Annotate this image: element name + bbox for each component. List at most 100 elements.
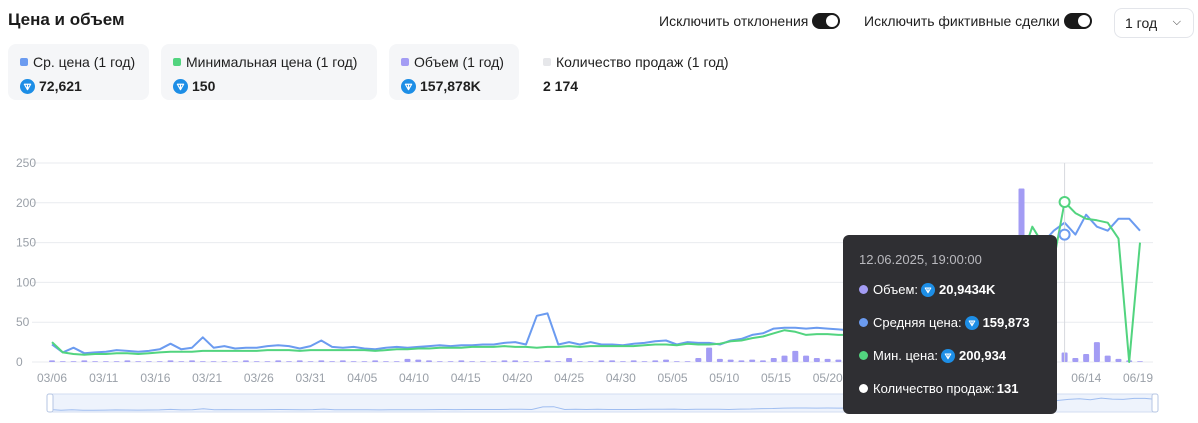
volume-bar	[641, 361, 648, 362]
avg-hover-point	[1058, 228, 1071, 241]
volume-bar	[781, 355, 788, 362]
volume-bar	[1104, 355, 1111, 362]
stat-label: Количество продаж (1 год)	[556, 54, 729, 70]
stat-value: 150	[192, 78, 216, 94]
volume-bar	[566, 358, 573, 362]
volume-bar	[426, 360, 433, 362]
x-tick-label: 03/21	[192, 371, 222, 385]
volume-bar	[253, 361, 260, 362]
tooltip-count-row: Количество продаж: 131	[859, 381, 1018, 396]
y-tick-label: 50	[16, 315, 30, 329]
volume-bar	[673, 361, 680, 362]
volume-bar	[759, 360, 766, 362]
volume-bar	[522, 361, 529, 362]
volume-bar	[663, 359, 670, 362]
volume-bar	[232, 361, 239, 362]
x-tick-label: 05/10	[709, 371, 739, 385]
tooltip-avg-value: 159,873	[982, 315, 1030, 330]
x-tick-label: 04/25	[554, 371, 584, 385]
volume-bar	[393, 361, 400, 362]
exclude-outliers-label: Исключить отклонения	[659, 13, 809, 29]
y-tick-label: 200	[16, 196, 36, 210]
period-select[interactable]: 1 год ⌵	[1114, 8, 1194, 38]
volume-bar	[501, 360, 508, 362]
min-legend-swatch	[173, 58, 181, 66]
ton-icon	[941, 348, 956, 363]
stat-label: Минимальная цена (1 год)	[186, 54, 358, 70]
volume-bar	[706, 347, 713, 362]
tooltip-volume-label: Объем:	[873, 282, 919, 297]
stat-avg-price: Ср. цена (1 год) 72,621	[8, 44, 149, 100]
volume-bar	[1137, 361, 1143, 362]
x-tick-label: 03/11	[89, 371, 118, 385]
x-tick-label: 03/31	[296, 371, 326, 385]
count-legend-swatch	[543, 58, 551, 66]
volume-bar	[1093, 342, 1100, 362]
x-tick-label: 05/15	[761, 371, 791, 385]
volume-bar	[135, 361, 142, 362]
x-tick-label: 04/30	[606, 371, 636, 385]
x-tick-label: 03/06	[37, 371, 67, 385]
volume-bar	[307, 361, 314, 362]
volume-bar	[630, 360, 637, 362]
volume-bar	[587, 361, 594, 362]
volume-bar	[1072, 358, 1079, 362]
tooltip-avg-row: Средняя цена: 159,873	[859, 315, 1030, 330]
ton-icon	[173, 78, 188, 94]
volume-legend-swatch	[401, 58, 409, 66]
volume-bar	[210, 361, 217, 362]
volume-bar	[803, 355, 810, 362]
volume-bar	[415, 359, 422, 362]
exclude-outliers-switch[interactable]	[812, 13, 841, 29]
volume-bar	[178, 361, 185, 362]
volume-bar	[49, 360, 55, 362]
volume-bar	[609, 360, 616, 362]
volume-bar	[555, 361, 562, 362]
volume-bar	[81, 360, 88, 362]
stat-value: 2 174	[543, 78, 579, 94]
volume-bar	[124, 360, 131, 362]
exclude-outliers-toggle[interactable]: Исключить отклонения	[659, 13, 841, 29]
avg-legend-swatch	[20, 58, 28, 66]
volume-bar	[350, 361, 357, 362]
volume-bar	[372, 360, 379, 362]
volume-bar	[318, 360, 325, 362]
x-tick-label: 03/26	[244, 371, 274, 385]
x-tick-label: 03/16	[140, 371, 170, 385]
tooltip-avg-label: Средняя цена:	[873, 315, 962, 330]
range-handle-right[interactable]	[1151, 393, 1159, 413]
chart-tooltip: 12.06.2025, 19:00:00 Объем: 20,9434K Сре…	[843, 235, 1057, 414]
stat-value: 157,878K	[420, 78, 481, 94]
y-tick-label: 0	[16, 355, 23, 369]
volume-bar	[70, 361, 77, 362]
volume-bar	[264, 361, 271, 362]
tooltip-min-value: 200,934	[959, 348, 1007, 363]
volume-bar	[199, 361, 206, 362]
volume-bar	[361, 361, 368, 362]
x-tick-label: 04/20	[502, 371, 532, 385]
period-value: 1 год	[1125, 15, 1158, 31]
range-handle-left[interactable]	[46, 393, 54, 413]
volume-bar	[770, 358, 777, 362]
volume-bar	[824, 358, 831, 362]
volume-bar	[813, 358, 820, 362]
x-tick-label: 06/14	[1071, 371, 1101, 385]
exclude-fake-switch[interactable]	[1063, 13, 1092, 29]
volume-bar	[92, 361, 99, 362]
tooltip-min-label: Мин. цена:	[873, 348, 939, 363]
volume-bar	[835, 359, 842, 362]
volume-bar	[382, 361, 389, 362]
stat-label: Объем (1 год)	[414, 54, 504, 70]
chevron-down-icon: ⌵	[1172, 16, 1181, 28]
volume-bar	[652, 360, 659, 362]
volume-bar	[189, 360, 196, 362]
exclude-fake-label: Исключить фиктивные сделки	[864, 13, 1060, 29]
volume-bar	[792, 350, 799, 362]
volume-bar	[576, 361, 583, 362]
volume-bar	[404, 358, 411, 362]
volume-bar	[598, 360, 605, 362]
ton-icon	[964, 315, 979, 330]
volume-bar	[447, 361, 454, 362]
tooltip-volume-row: Объем: 20,9434K	[859, 282, 995, 297]
exclude-fake-toggle[interactable]: Исключить фиктивные сделки	[864, 13, 1092, 29]
